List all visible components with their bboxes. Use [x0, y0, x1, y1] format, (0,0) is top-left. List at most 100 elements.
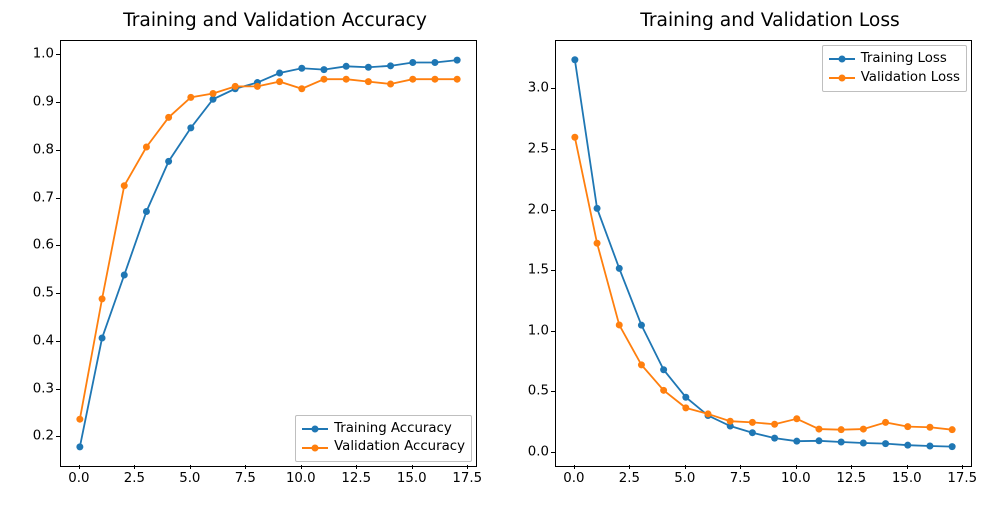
- series-marker: [926, 443, 933, 450]
- legend: Training AccuracyValidation Accuracy: [295, 415, 472, 462]
- series-marker: [187, 94, 194, 101]
- series-marker: [660, 366, 667, 373]
- y-tick-label: 1.0: [528, 323, 549, 338]
- y-tick-label: 0.9: [33, 95, 54, 110]
- series-line: [575, 60, 952, 447]
- x-tick-mark: [356, 465, 357, 469]
- series-marker: [298, 85, 305, 92]
- chart-panel-loss: Training and Validation Loss Training Los…: [555, 10, 985, 510]
- y-tick-label: 1.5: [528, 263, 549, 278]
- x-tick-label: 2.5: [619, 471, 640, 486]
- series-marker: [99, 335, 106, 342]
- series-marker: [387, 80, 394, 87]
- x-tick-label: 7.5: [730, 471, 751, 486]
- x-tick-mark: [134, 465, 135, 469]
- x-tick-label: 17.5: [452, 471, 482, 486]
- series-marker: [76, 416, 83, 423]
- legend-label: Validation Loss: [861, 69, 960, 88]
- series-marker: [705, 410, 712, 417]
- y-tick-label: 3.0: [528, 81, 549, 96]
- x-tick-label: 5.0: [674, 471, 695, 486]
- x-tick-mark: [190, 465, 191, 469]
- series-marker: [660, 387, 667, 394]
- x-tick-label: 10.0: [286, 471, 316, 486]
- series-marker: [904, 442, 911, 449]
- series-marker: [949, 443, 956, 450]
- series-marker: [365, 64, 372, 71]
- series-marker: [571, 56, 578, 63]
- series-marker: [616, 265, 623, 272]
- chart-title: Training and Validation Loss: [555, 10, 985, 31]
- x-tick-mark: [685, 465, 686, 469]
- series-marker: [638, 322, 645, 329]
- legend-entry: Training Accuracy: [302, 420, 465, 439]
- x-tick-label: 10.0: [781, 471, 811, 486]
- y-tick-label: 0.3: [33, 381, 54, 396]
- series-marker: [121, 271, 128, 278]
- series-marker: [431, 59, 438, 66]
- series-marker: [143, 144, 150, 151]
- legend-entry: Validation Accuracy: [302, 438, 465, 457]
- series-marker: [431, 76, 438, 83]
- legend-entry: Validation Loss: [829, 69, 960, 88]
- y-tick-label: 0.6: [33, 238, 54, 253]
- y-tick-label: 1.0: [33, 47, 54, 62]
- x-tick-label: 15.0: [892, 471, 922, 486]
- x-tick-mark: [629, 465, 630, 469]
- series-marker: [210, 90, 217, 97]
- series-marker: [904, 423, 911, 430]
- series-marker: [276, 69, 283, 76]
- series-marker: [143, 208, 150, 215]
- y-tick-mark: [56, 389, 60, 390]
- series-marker: [320, 66, 327, 73]
- series-marker: [409, 76, 416, 83]
- plot-area: Training LossValidation Loss: [555, 40, 972, 467]
- x-tick-mark: [574, 465, 575, 469]
- series-marker: [749, 419, 756, 426]
- x-tick-mark: [301, 465, 302, 469]
- legend-swatch: [829, 72, 855, 84]
- series-marker: [320, 76, 327, 83]
- y-tick-mark: [56, 54, 60, 55]
- y-tick-label: 2.0: [528, 202, 549, 217]
- plot-svg: [61, 41, 476, 466]
- x-tick-mark: [851, 465, 852, 469]
- chart-title: Training and Validation Accuracy: [60, 10, 490, 31]
- y-tick-mark: [551, 331, 555, 332]
- y-tick-mark: [56, 293, 60, 294]
- plot-area: Training AccuracyValidation Accuracy: [60, 40, 477, 467]
- y-tick-label: 0.8: [33, 142, 54, 157]
- series-marker: [815, 426, 822, 433]
- legend-label: Training Accuracy: [334, 420, 452, 439]
- series-marker: [771, 435, 778, 442]
- y-tick-mark: [551, 452, 555, 453]
- y-tick-label: 0.7: [33, 190, 54, 205]
- series-marker: [276, 78, 283, 85]
- legend-entry: Training Loss: [829, 50, 960, 69]
- x-tick-mark: [79, 465, 80, 469]
- series-marker: [793, 415, 800, 422]
- series-marker: [387, 62, 394, 69]
- y-tick-label: 0.0: [528, 444, 549, 459]
- series-marker: [343, 63, 350, 70]
- x-tick-mark: [962, 465, 963, 469]
- series-marker: [99, 295, 106, 302]
- y-tick-mark: [551, 88, 555, 89]
- series-line: [80, 79, 457, 419]
- legend-swatch: [829, 53, 855, 65]
- legend-swatch: [302, 442, 328, 454]
- x-tick-label: 2.5: [124, 471, 145, 486]
- y-tick-mark: [551, 270, 555, 271]
- y-tick-mark: [551, 391, 555, 392]
- x-tick-label: 0.0: [68, 471, 89, 486]
- y-tick-mark: [551, 149, 555, 150]
- x-tick-label: 5.0: [179, 471, 200, 486]
- series-marker: [409, 59, 416, 66]
- y-tick-mark: [56, 102, 60, 103]
- x-tick-mark: [907, 465, 908, 469]
- legend: Training LossValidation Loss: [822, 45, 967, 92]
- series-marker: [165, 114, 172, 121]
- series-marker: [682, 394, 689, 401]
- series-marker: [571, 134, 578, 141]
- series-marker: [594, 240, 601, 247]
